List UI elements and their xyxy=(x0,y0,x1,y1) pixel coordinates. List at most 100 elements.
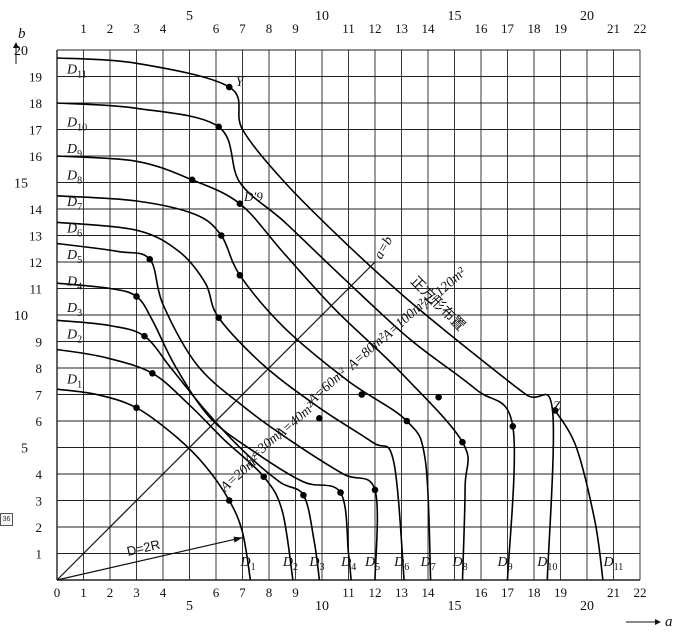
marked-point xyxy=(236,200,244,207)
x-tick-bottom: 10 xyxy=(315,599,329,614)
curve-label-bottom-d1: D1 xyxy=(239,555,255,573)
x-tick-bottom: 2 xyxy=(107,585,114,600)
d-curve-d8 xyxy=(56,155,469,581)
curve-label-left-d6: D6 xyxy=(66,222,82,240)
y-tick: 13 xyxy=(29,229,42,244)
curve-label-bottom-d11-sub: 11 xyxy=(614,562,624,573)
curve-label-bottom-d6-main: D xyxy=(393,555,404,570)
curve-label-left-d5-sub: 5 xyxy=(77,255,82,266)
curve-label-left-d9-sub: 9 xyxy=(77,149,82,160)
curve-label-bottom-d2-sub: 2 xyxy=(293,562,298,573)
y-tick: 1 xyxy=(36,547,43,562)
curve-label-bottom-d6: D6 xyxy=(393,555,409,573)
d-curve-d4 xyxy=(56,282,352,581)
curve-label-bottom-d4-sub: 4 xyxy=(351,562,356,573)
curve-label-bottom-d8-main: D xyxy=(451,555,462,570)
curve-label-bottom-d5-main: D xyxy=(364,555,375,570)
curve-label-left-d11: D11 xyxy=(66,63,87,81)
curve-label-bottom-d11-main: D xyxy=(603,555,614,570)
y-tick: 14 xyxy=(29,202,43,217)
curve-label-bottom-d5-sub: 5 xyxy=(375,562,380,573)
y-tick: 17 xyxy=(29,123,43,138)
curve-label-left-d4-sub: 4 xyxy=(77,282,82,293)
curve-label-left-d8-sub: 8 xyxy=(77,176,82,187)
marked-point xyxy=(403,417,411,425)
curve-label-left-d9: D9 xyxy=(66,142,82,160)
marked-point xyxy=(141,332,148,340)
x-tick-bottom: 6 xyxy=(213,585,220,600)
curve-label-bottom-d4-main: D xyxy=(340,555,351,570)
x-tick-top: 11 xyxy=(342,21,355,36)
x-tick-bottom: 3 xyxy=(133,585,140,600)
marked-point xyxy=(435,393,442,401)
marked-point xyxy=(215,123,222,131)
axis-a-label: a xyxy=(665,614,673,630)
curve-label-left-d1: D1 xyxy=(66,373,82,391)
curve-label-left-d2-main: D xyxy=(66,328,77,343)
axis-b-arrow xyxy=(13,42,19,64)
x-tick-top: 22 xyxy=(634,21,647,36)
point-d9prime-text: D′9 xyxy=(243,189,263,204)
curve-label-bottom-d5: D5 xyxy=(364,555,380,573)
x-tick-top: 19 xyxy=(554,21,567,36)
d-curve-d11 xyxy=(554,409,604,581)
point-y-label: Y xyxy=(236,74,245,89)
margin-tag: 36 xyxy=(0,513,13,526)
x-tick-bottom: 11 xyxy=(342,585,355,600)
x-tick-top: 1 xyxy=(80,21,87,36)
curve-label-left-d1-main: D xyxy=(66,373,77,388)
x-tick-top: 2 xyxy=(107,21,114,36)
curve-label-left-d10-main: D xyxy=(66,116,77,131)
curve-label-left-d3: D3 xyxy=(66,301,82,319)
radius-vector-line xyxy=(56,537,243,581)
x-tick-top: 13 xyxy=(395,21,408,36)
curve-label-left-d4: D4 xyxy=(66,275,82,293)
x-tick-top: 21 xyxy=(607,21,620,36)
diagonal-line xyxy=(56,261,376,581)
x-tick-top: 7 xyxy=(239,21,246,36)
curve-label-bottom-d1-main: D xyxy=(239,555,250,570)
x-tick-bottom: 4 xyxy=(160,585,167,600)
marked-point xyxy=(225,83,233,91)
point-d9prime-label: D′9 xyxy=(243,189,263,204)
curve-label-left-d4-main: D xyxy=(66,275,77,290)
curve-label-left-d9-main: D xyxy=(66,142,77,157)
x-tick-bottom: 20 xyxy=(580,599,594,614)
y-tick: 7 xyxy=(36,388,43,403)
curve-label-bottom-d7-sub: 7 xyxy=(431,562,436,573)
marked-point xyxy=(149,370,156,377)
radius-vector-arrow xyxy=(233,536,243,543)
marked-point xyxy=(551,407,559,414)
x-tick-bottom: 15 xyxy=(448,599,462,614)
curve-label-left-d10: D10 xyxy=(66,116,87,134)
marked-point xyxy=(133,293,140,300)
curve-label-bottom-d6-sub: 6 xyxy=(404,562,409,573)
point-z-label: Z xyxy=(553,398,561,413)
x-tick-top: 8 xyxy=(266,21,273,36)
d-curve-d2 xyxy=(56,348,294,581)
radius-label: D=2R xyxy=(125,537,161,559)
x-tick-top: 20 xyxy=(580,9,594,24)
curve-label-bottom-d10-sub: 10 xyxy=(547,562,557,573)
d-curve-d1 xyxy=(56,388,252,581)
curve-label-left-d6-main: D xyxy=(66,222,77,237)
curve-label-left-d8: D8 xyxy=(66,169,82,187)
y-tick: 4 xyxy=(36,467,43,482)
x-tick-bottom: 0 xyxy=(54,585,61,600)
x-tick-bottom: 16 xyxy=(475,585,489,600)
x-tick-top: 14 xyxy=(422,21,436,36)
x-tick-top: 10 xyxy=(315,9,329,24)
curve-label-bottom-d2-main: D xyxy=(282,555,293,570)
curve-label-bottom-d3-main: D xyxy=(308,555,319,570)
curve-label-bottom-d8-sub: 8 xyxy=(463,562,468,573)
y-tick: 16 xyxy=(29,149,43,164)
curve-label-bottom-d10-main: D xyxy=(536,555,547,570)
area-label: A=60m² xyxy=(305,365,351,408)
x-tick-bottom: 13 xyxy=(395,585,408,600)
grid-lines xyxy=(56,49,641,581)
x-tick-bottom: 9 xyxy=(292,585,299,600)
curve-label-left-d2-sub: 2 xyxy=(77,335,82,346)
curve-label-left-d7-main: D xyxy=(66,195,77,210)
